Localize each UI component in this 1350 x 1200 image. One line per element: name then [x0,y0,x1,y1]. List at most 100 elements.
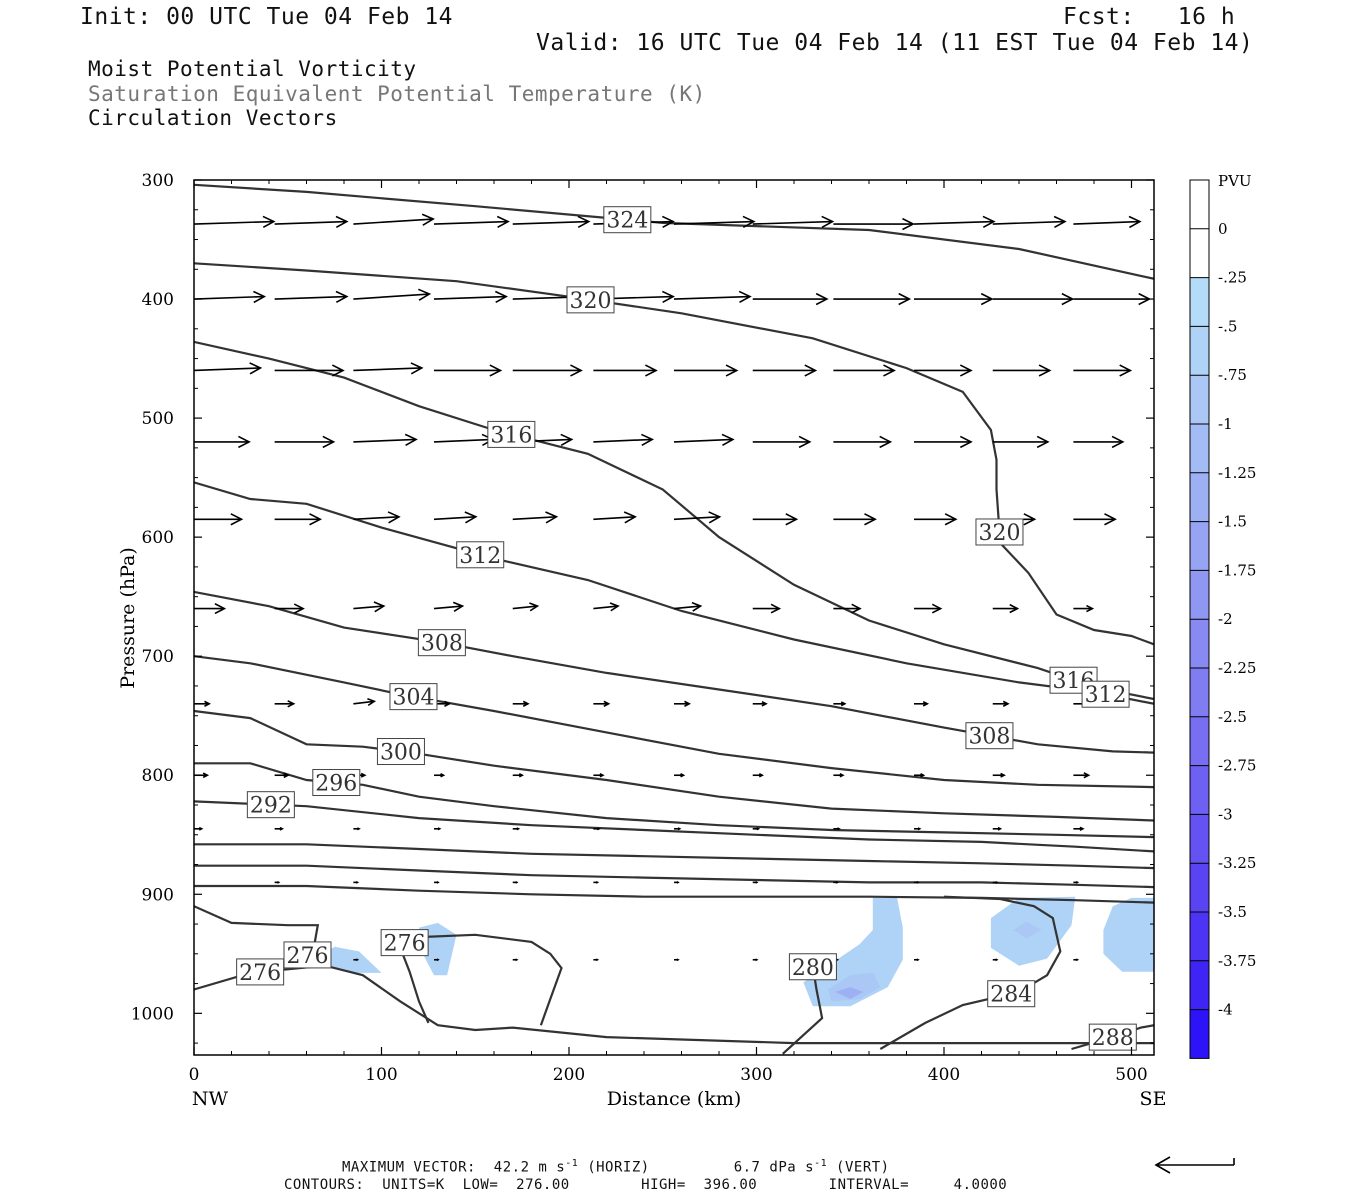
circulation-vector-6-1 [274,700,296,708]
colorbar-swatch-8 [1190,570,1209,620]
colorbar-swatch-4 [1190,375,1209,424]
contour-label-7: 296 [315,772,357,797]
theta-es-contour-11 [194,884,1154,904]
circulation-vector-5-10 [992,603,1020,614]
contour-label-17: 284 [990,983,1032,1008]
circulation-vector-5-9 [914,603,943,614]
colorbar-swatch-0 [1190,180,1209,229]
circulation-vector-1-8 [833,292,912,306]
contour-label-box-14 [283,941,332,969]
circulation-vector-5-5 [593,602,620,612]
forecast-hour: Fcst: 16 h [1063,4,1236,30]
circulation-vector-6-6 [674,700,691,707]
circulation-vector-1-3 [433,290,508,304]
contour-label-13: 276 [239,961,281,986]
pv-patch-4 [835,987,864,999]
circulation-vector-2-5 [593,364,658,377]
colorbar-swatch-5 [1190,424,1209,473]
x-tick-label-0: 0 [189,1065,200,1085]
circulation-vector-8-11 [1073,826,1085,832]
circulation-vector-6-2 [353,698,377,707]
circulation-vector-7-11 [1073,772,1091,779]
circulation-vector-4-1 [274,513,322,526]
y-tick-label-6: 900 [142,885,174,905]
circulation-vector-3-11 [1073,435,1125,449]
colorbar-label-9: -2.25 [1218,659,1256,677]
circulation-vector-5-4 [512,602,540,612]
circulation-vector-5-8 [833,603,862,614]
colorbar-swatch-12 [1190,765,1209,815]
circulation-vector-7-8 [833,773,845,778]
colorbar-swatch-7 [1190,521,1209,571]
colorbar-label-12: -3 [1218,805,1233,823]
theta-es-contour-7 [194,762,1154,839]
colorbar-label-7: -1.75 [1218,561,1256,579]
circulation-vector-10-3 [512,958,519,962]
circulation-vector-3-0 [194,435,251,449]
theta-es-contour-8 [194,800,1154,853]
circulation-vector-8-7 [752,827,761,831]
circulation-vector-6-7 [752,700,768,707]
pv-patch-7 [1103,897,1154,972]
circulation-vector-5-7 [752,603,782,614]
x-tick-label-2: 200 [553,1065,585,1085]
circulation-vector-3-6 [673,433,735,446]
theta-es-contour-layer [194,183,1154,1055]
circulation-vector-1-9 [914,292,994,306]
colorbar-swatch-16 [1190,960,1209,1010]
colorbar-swatch-3 [1190,326,1209,376]
circulation-vector-9-10 [1073,881,1080,884]
title-theta-es: Saturation Equivalent Potential Temperat… [88,82,706,106]
circulation-vector-6-8 [833,701,847,707]
y-tick-label-4: 700 [142,647,174,667]
circulation-vector-7-5 [593,773,605,778]
contour-label-box-7 [312,769,361,797]
axis-layer: 0 100 200 300 400 500 300 400 500 600 700 800 900 100… [131,171,1154,1085]
circulation-vector-1-11 [1073,292,1152,306]
contour-label-9: 320 [978,521,1020,546]
circulation-vector-0-7 [752,215,835,229]
circulation-vector-0-3 [433,215,510,229]
contour-label-box-12 [965,722,1014,750]
circulation-vector-2-2 [353,362,424,375]
circulation-vector-7-9 [914,773,926,778]
pv-patch-6 [1013,921,1042,939]
circulation-vector-4-3 [433,511,478,524]
contour-label-1: 320 [570,289,612,314]
circulation-vector-0-10 [992,215,1067,229]
circulation-vector-3-1 [274,435,336,449]
contour-label-6: 300 [380,741,422,766]
y-tick-label-2: 500 [142,409,174,429]
circulation-vector-7-3 [434,773,446,778]
contour-label-12: 308 [968,725,1010,750]
circulation-vector-3-7 [752,435,812,449]
circulation-vector-0-4 [512,215,591,229]
contour-label-0: 324 [606,209,648,234]
theta-es-contour-1 [194,262,1154,646]
max-vector-text: MAXIMUM VECTOR: 42.2 m s-1 (HORIZ) 6.7 dP… [342,1158,890,1176]
circulation-vector-10-4 [593,958,600,962]
circulation-vector-10-2 [434,958,440,962]
circulation-vector-6-9 [914,700,930,707]
colorbar-swatch-13 [1190,814,1209,864]
circulation-vector-6-0 [194,700,211,707]
title-mpv: Moist Potential Vorticity [88,57,417,81]
circulation-vector-10-6 [752,958,759,962]
colorbar-swatch-10 [1190,668,1209,717]
colorbar-unit: PVU [1218,172,1252,190]
reference-vector [1154,1156,1235,1174]
circulation-vector-8-5 [593,827,601,831]
circulation-vector-5-0 [194,603,227,615]
circulation-vector-8-1 [274,826,284,831]
circulation-vector-9-0 [274,881,281,884]
circulation-vector-2-0 [194,362,263,375]
circulation-vector-10-10 [1073,958,1080,962]
circulation-vector-4-11 [1073,513,1117,526]
theta-es-contour-4 [194,590,1154,754]
circulation-vector-5-1 [274,603,305,614]
colorbar-swatch-2 [1190,277,1209,327]
contour-label-4: 308 [421,632,463,657]
contour-label-box-18 [1088,1023,1137,1051]
circulation-vector-3-3 [433,433,495,446]
contour-label-box-5 [389,683,438,711]
